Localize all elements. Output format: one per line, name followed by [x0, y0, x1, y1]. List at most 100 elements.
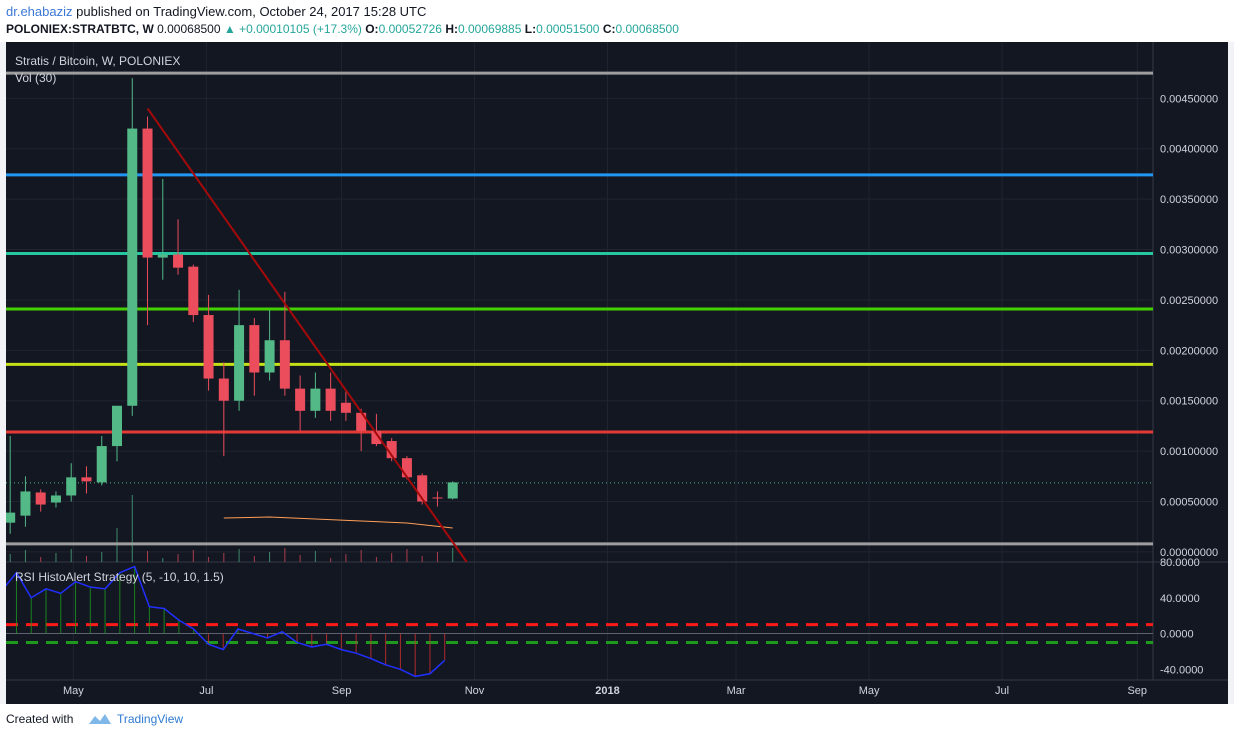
volume-bar	[345, 554, 347, 562]
candle-body	[66, 477, 77, 496]
high-value: 0.00069885	[457, 22, 522, 36]
x-tick-label: Nov	[465, 685, 485, 697]
volume-bar	[436, 552, 438, 562]
candle-body	[386, 441, 397, 459]
chart-frame[interactable]: 0.00450000 0.00400000 0.00350000 0.00300000…	[6, 42, 1228, 704]
volume-bar	[147, 551, 149, 562]
candle-body	[447, 482, 458, 499]
main-series-legend: Stratis / Bitcoin, W, POLONIEX	[15, 54, 181, 68]
volume-bar	[131, 495, 133, 562]
y-tick-label: 0.00200000	[1160, 345, 1218, 357]
candle-body	[401, 458, 412, 478]
chart-header: dr.ehabaziz published on TradingView.com…	[0, 0, 1234, 42]
candle-body	[371, 430, 382, 445]
candle-body	[203, 315, 214, 379]
volume-ma-line	[223, 516, 453, 529]
x-tick-label: Jul	[995, 685, 1009, 697]
volume-bar	[253, 556, 255, 562]
candle-body	[188, 266, 199, 316]
candle-body	[127, 128, 138, 406]
tradingview-link[interactable]: TradingView	[117, 712, 184, 726]
quote-line: POLONIEX:STRATBTC, W 0.00068500 ▲ +0.000…	[6, 22, 679, 36]
volume-bar	[9, 554, 11, 562]
candle-body	[295, 388, 306, 411]
volume-bar	[24, 550, 26, 562]
rsi-line	[6, 565, 446, 678]
volume-bar	[406, 549, 408, 562]
candle-body	[310, 388, 321, 411]
volume-bar	[284, 548, 286, 562]
candle-body	[96, 446, 107, 483]
x-tick-label: May	[63, 685, 84, 697]
volume-bar	[192, 550, 194, 562]
y-tick-label: 0.00350000	[1160, 194, 1218, 206]
candle-body	[417, 475, 428, 502]
volume-bar	[452, 548, 454, 562]
volume-bar	[299, 555, 301, 562]
volume-bar	[421, 556, 423, 562]
trend-line	[146, 107, 468, 563]
rsi-legend: RSI HistoAlert Strategy (5, -10, 10, 1.5…	[15, 570, 224, 584]
y-tick-label: 0.00250000	[1160, 295, 1218, 307]
volume-bar	[223, 553, 225, 562]
rsi-y-tick-label: 80.0000	[1160, 557, 1200, 569]
x-tick-label: May	[859, 685, 880, 697]
author-link[interactable]: dr.ehabaziz	[6, 4, 73, 19]
volume-bar	[330, 558, 332, 562]
candle-body	[112, 405, 122, 447]
open-value: 0.00052726	[378, 22, 442, 36]
chart-canvas[interactable]: 0.00450000 0.00400000 0.00350000 0.00300000…	[6, 42, 1228, 704]
publish-info: published on TradingView.com, October 24…	[76, 4, 427, 19]
volume-bar	[238, 549, 240, 562]
volume-bar	[360, 550, 362, 562]
candle-body	[234, 325, 245, 401]
volume-bar	[162, 558, 164, 562]
close-label: C:	[602, 22, 616, 36]
x-tick-label: Sep	[1127, 685, 1147, 697]
candle-body	[20, 491, 31, 516]
low-label: L:	[524, 22, 537, 36]
candle-body	[173, 254, 184, 268]
candle-body	[356, 412, 367, 431]
rsi-y-tick-label: -40.0000	[1160, 664, 1203, 676]
up-arrow-icon: ▲	[223, 22, 236, 36]
volume-bar	[40, 557, 42, 562]
open-label: O:	[365, 22, 379, 36]
y-tick-label: 0.00150000	[1160, 396, 1218, 408]
candle-body	[218, 378, 229, 401]
volume-bar	[101, 552, 103, 562]
candle-body	[142, 128, 153, 258]
y-tick-label: 0.00300000	[1160, 245, 1218, 257]
price-change: +0.00010105 (+17.3%)	[239, 22, 362, 36]
y-tick-label: 0.00450000	[1160, 93, 1218, 105]
y-tick-label: 0.00000000	[1160, 547, 1218, 559]
footer: Created with TradingView	[0, 704, 1234, 736]
volume-bar	[391, 553, 393, 562]
rsi-y-tick-label: 40.0000	[1160, 593, 1200, 605]
volume-bar	[314, 551, 316, 562]
volume-bar	[177, 554, 179, 562]
candle-body	[340, 402, 351, 413]
close-value: 0.00068500	[615, 22, 679, 36]
candle-body	[264, 340, 275, 373]
candle-body	[432, 497, 443, 499]
x-tick-label: Sep	[332, 685, 352, 697]
volume-bar	[85, 556, 87, 562]
volume-bar	[55, 553, 57, 562]
x-tick-label: Jul	[199, 685, 213, 697]
candle-body	[35, 492, 46, 505]
volume-legend: Vol (30)	[15, 71, 57, 85]
high-label: H:	[445, 22, 458, 36]
y-tick-label: 0.00100000	[1160, 446, 1218, 458]
last-price: 0.00068500	[157, 22, 221, 36]
rsi-y-tick-label: 0.0000	[1160, 629, 1194, 641]
y-tick-label: 0.00050000	[1160, 497, 1218, 509]
x-tick-label: Mar	[727, 685, 746, 697]
candle-body	[50, 495, 61, 503]
volume-bar	[375, 557, 377, 562]
volume-bar	[70, 549, 72, 562]
publish-line: dr.ehabaziz published on TradingView.com…	[6, 4, 426, 19]
volume-bar	[269, 552, 271, 562]
candle-body	[325, 388, 336, 411]
volume-bar	[208, 557, 210, 562]
